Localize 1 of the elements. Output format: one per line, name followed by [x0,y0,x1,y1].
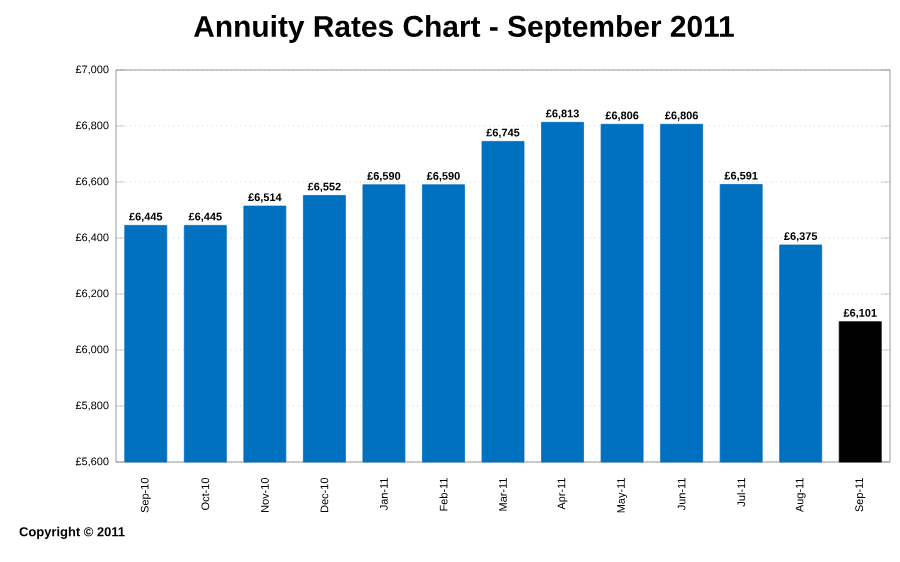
chart-title: Annuity Rates Chart - September 2011 [194,15,734,43]
